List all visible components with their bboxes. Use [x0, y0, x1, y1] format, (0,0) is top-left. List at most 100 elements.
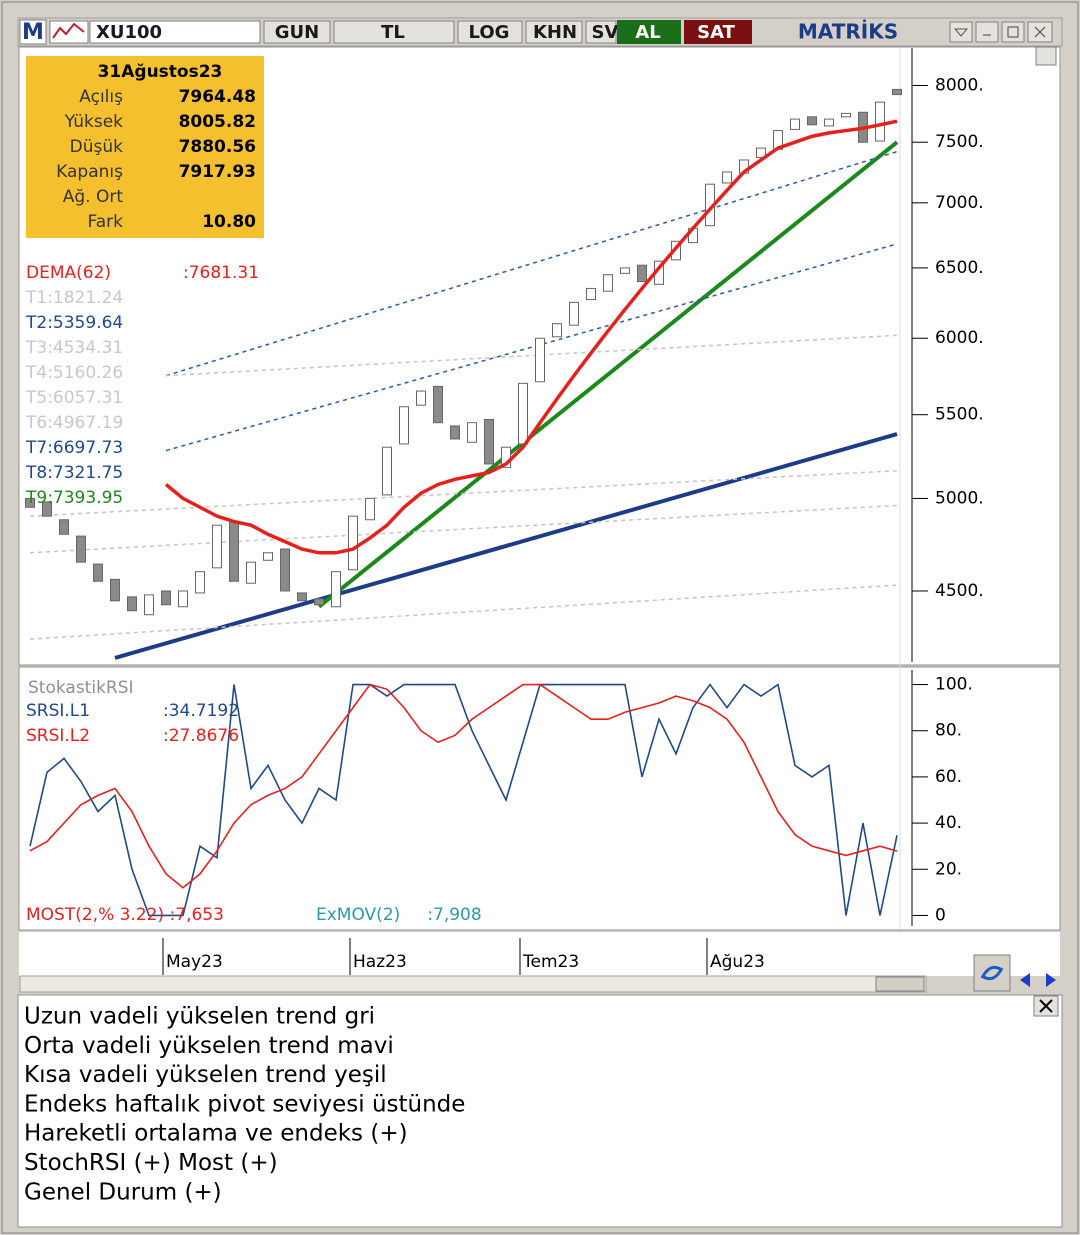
- candle: [552, 323, 562, 338]
- candle: [331, 571, 341, 608]
- symbol: XU100: [96, 22, 162, 43]
- annotation: ExMOV(2) :7,908: [316, 905, 482, 925]
- y-tick-label: 100.: [935, 675, 973, 695]
- candle: [875, 101, 885, 142]
- button[interactable]: [263, 20, 331, 44]
- x-tick-label: Ağu23: [710, 952, 765, 972]
- buy-button[interactable]: [617, 20, 681, 44]
- note-line: Kısa vadeli yükselen trend yeşil: [24, 1062, 387, 1088]
- note-line: Genel Durum (+): [24, 1179, 222, 1205]
- info-rows: Açılış 7964.48 Yüksek 8005.82 Düşük 7880.56 Ka…: [56, 87, 256, 232]
- candle: [722, 171, 732, 184]
- dropdown-button[interactable]: [949, 21, 973, 43]
- maximize-button[interactable]: [1001, 21, 1025, 43]
- y-tick-label: 60.: [935, 767, 962, 787]
- rsi-line: [29, 683, 898, 917]
- info-label: Düşük: [70, 137, 123, 157]
- refresh-button[interactable]: [973, 954, 1011, 992]
- legend-entry: T1:1821.24: [25, 288, 123, 308]
- button-label: GUN: [275, 22, 319, 43]
- legend-entry: T3:4534.31: [25, 338, 123, 358]
- window-glyphs: [983, 26, 1046, 38]
- symbol-box[interactable]: [89, 20, 261, 44]
- legend-value: :34.7192: [163, 701, 239, 721]
- notes: Uzun vadeli yükselen trend gri Orta vadel…: [24, 1004, 465, 1206]
- button-label: KHN: [533, 22, 577, 43]
- y-tick-label: 7000.: [935, 193, 984, 213]
- indicator-line: [164, 119, 898, 555]
- y-tick-label: 5000.: [935, 488, 984, 508]
- button[interactable]: [525, 20, 583, 44]
- x-tick-label: Tem23: [522, 952, 579, 972]
- trend-line: [165, 243, 898, 452]
- info-box: [26, 56, 264, 238]
- price-plot: [25, 88, 902, 660]
- scroll-thumb[interactable]: [875, 976, 925, 992]
- legend-entry: T6:4967.19: [25, 413, 123, 433]
- info-value: 7964.48: [179, 87, 256, 107]
- chart-icon[interactable]: [49, 20, 89, 44]
- candle: [790, 118, 800, 130]
- info-date: 31Ağustos23: [98, 62, 223, 82]
- candle: [161, 590, 171, 606]
- candle: [637, 264, 647, 283]
- candle: [110, 578, 120, 602]
- y-tick-label: 5500.: [935, 405, 984, 425]
- candle: [42, 501, 52, 517]
- button[interactable]: [585, 20, 617, 44]
- sell-label: SAT: [697, 22, 735, 43]
- candle: [229, 521, 239, 582]
- button-label: SV: [592, 22, 619, 43]
- y-tick-label: 6500.: [935, 258, 984, 278]
- note-line: Hareketli ortalama ve endeks (+): [24, 1121, 408, 1147]
- trend-line: [29, 469, 898, 517]
- button[interactable]: [457, 20, 523, 44]
- dropdown-glyph: [953, 28, 969, 37]
- close-glyph: [1039, 999, 1053, 1013]
- button-label: TL: [381, 22, 405, 43]
- candle: [144, 594, 154, 616]
- sell-button[interactable]: [684, 20, 752, 44]
- rsi-line: [29, 683, 898, 889]
- candle: [314, 598, 324, 606]
- candle: [348, 515, 358, 571]
- y-tick-label: 80.: [935, 721, 962, 741]
- legend-entry: T5:6057.31: [25, 388, 123, 408]
- candle: [535, 337, 545, 383]
- candle: [246, 561, 256, 584]
- nav-arrows[interactable]: [1020, 973, 1056, 987]
- info-value: 10.80: [202, 212, 256, 232]
- candle: [59, 519, 69, 535]
- candle: [756, 147, 766, 159]
- legend-name: DEMA(62): [26, 263, 111, 283]
- legend-entry: T9:7393.95: [25, 488, 123, 508]
- candle: [586, 287, 596, 301]
- trend-line: [29, 584, 898, 640]
- x-tick-label: Haz23: [353, 952, 407, 972]
- note-line: Endeks haftalık pivot seviyesi üstünde: [24, 1091, 465, 1117]
- button[interactable]: [333, 20, 455, 44]
- legend-entry: T2:5359.64: [25, 313, 123, 333]
- candle: [569, 301, 579, 326]
- candle: [484, 418, 494, 465]
- note-line: StochRSI (+) Most (+): [24, 1150, 278, 1176]
- legend-value: :7681.31: [183, 263, 259, 283]
- logo-button[interactable]: [19, 19, 47, 45]
- scrollbar[interactable]: [19, 975, 927, 993]
- y-tick-label: 0: [935, 905, 946, 925]
- brand: MATRİKS: [798, 20, 898, 44]
- logo: M: [22, 20, 44, 45]
- candle: [76, 535, 86, 563]
- note-line: Orta vadeli yükselen trend mavi: [24, 1033, 394, 1059]
- legend-entry: T8:7321.75: [25, 463, 123, 483]
- panel-button[interactable]: [1035, 46, 1057, 66]
- legend-entry: T7:6697.73: [25, 438, 123, 458]
- candle: [263, 552, 273, 561]
- refresh-glyph: [980, 965, 1004, 981]
- info-label: Fark: [88, 212, 124, 232]
- candle: [25, 497, 35, 508]
- info-label: Kapanış: [56, 162, 123, 182]
- minimize-button[interactable]: [975, 21, 999, 43]
